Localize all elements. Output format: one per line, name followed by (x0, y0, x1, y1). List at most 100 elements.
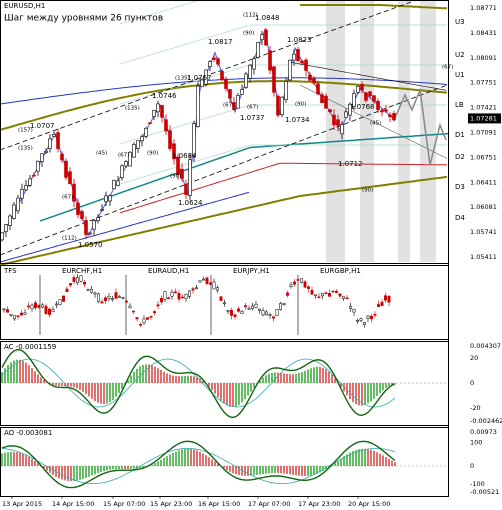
tfs-candle (163, 291, 167, 300)
price-label: 1.0737 (240, 114, 265, 122)
candle (88, 232, 92, 235)
price-label: 1.0707 (30, 122, 55, 130)
candle (116, 180, 120, 186)
tfs-candle (303, 281, 307, 288)
tfs-symbol: EURAUD,H1 (148, 267, 189, 275)
tfs-candle (198, 280, 202, 283)
tfs-candle (366, 315, 370, 319)
tfs-candle (174, 291, 177, 294)
tfs-candle (370, 315, 373, 320)
candle (380, 110, 384, 113)
tfs-candle (212, 281, 216, 290)
olive-upper (0, 80, 448, 131)
price-label: 1.0768 (350, 103, 375, 111)
candle (72, 183, 76, 202)
tfs-candle (9, 314, 13, 316)
tfs-symbol: EURGBP,H1 (320, 267, 361, 275)
candle (44, 151, 48, 153)
tfs-candle (86, 289, 90, 291)
tfs-candle (128, 305, 132, 309)
price-label: 1.0712 (338, 160, 363, 168)
count-label: (67) (247, 105, 258, 111)
candle (368, 91, 372, 97)
tfs-candle (275, 309, 279, 317)
candle (224, 78, 228, 89)
osc-scale: 20 (470, 354, 478, 362)
candle (280, 96, 284, 115)
time-label: 20 Apr 15:00 (348, 500, 390, 508)
tfs-candle (202, 278, 205, 281)
price-scale: 1.07751 (470, 79, 497, 87)
tfs-candle (160, 297, 163, 303)
tfs-candle (251, 305, 254, 310)
price-label: 1.0624 (178, 199, 203, 207)
candle (100, 209, 104, 211)
tfs-candle (184, 293, 188, 300)
tfs-candle (244, 305, 247, 307)
price-scale: 1.05411 (470, 253, 497, 261)
level-label: D2 (455, 153, 465, 161)
tfs-candle (177, 293, 181, 300)
time-label: 14 Apr 15:00 (52, 500, 94, 508)
tfs-candle (146, 317, 149, 320)
tfs-candle (293, 281, 296, 285)
candle (36, 160, 40, 172)
count-label: (112) (243, 13, 258, 19)
tfs-candle (377, 304, 380, 307)
tfs-candle (90, 288, 93, 293)
tfs-candle (328, 293, 331, 297)
candle (364, 92, 368, 101)
tfs-candle (62, 295, 65, 302)
channel-high (0, 0, 418, 151)
candle (384, 109, 388, 112)
time-label: 17 Apr 07:00 (248, 500, 290, 508)
osc-title: AO -0.003081 (4, 429, 52, 437)
tfs-candle (384, 295, 387, 301)
candle (24, 185, 28, 191)
tfs-candle (363, 322, 366, 325)
osc-scale: 0 (470, 462, 474, 470)
price-label: 1.0734 (285, 116, 310, 124)
current-price-box (468, 113, 501, 124)
candle (56, 132, 60, 149)
candle (140, 136, 144, 142)
candle (312, 78, 316, 84)
price-scale: 1.06411 (470, 178, 497, 186)
candle (248, 64, 252, 79)
level-label: U2 (455, 51, 465, 59)
count-label: (90) (362, 188, 373, 194)
level-label: LB (455, 101, 464, 109)
tfs-candle (83, 281, 86, 285)
osc-scale: 0 (470, 379, 474, 387)
tfs-candle (132, 310, 135, 313)
candle (284, 81, 288, 101)
price-label: 1.0848 (255, 14, 280, 22)
tfs-candle (338, 293, 342, 297)
candle (184, 183, 188, 195)
count-label: (90) (243, 31, 254, 37)
osc-scale: 0.004307 (470, 342, 501, 350)
candle (136, 140, 140, 149)
tfs-candle (107, 296, 111, 299)
shade (360, 1, 374, 262)
candle (40, 153, 44, 162)
tfs-candle (219, 296, 223, 301)
candle (96, 217, 100, 221)
lower-band-blue (0, 191, 250, 263)
tfs-candle (2, 308, 6, 311)
candle (220, 71, 224, 81)
tfs-candle (149, 316, 153, 318)
tfs-candle (69, 283, 72, 286)
candle (32, 174, 36, 177)
price-scale: 1.06081 (470, 203, 497, 211)
count-label: (67) (118, 153, 129, 159)
candle (124, 161, 128, 167)
candle (240, 89, 244, 95)
tfs-candle (48, 308, 51, 315)
count-label: (67) (442, 65, 453, 71)
count-label: (67) (223, 103, 234, 109)
candle (348, 103, 352, 116)
tfs-candle (30, 304, 34, 309)
shade (398, 1, 410, 262)
tfs-candle (72, 277, 76, 282)
